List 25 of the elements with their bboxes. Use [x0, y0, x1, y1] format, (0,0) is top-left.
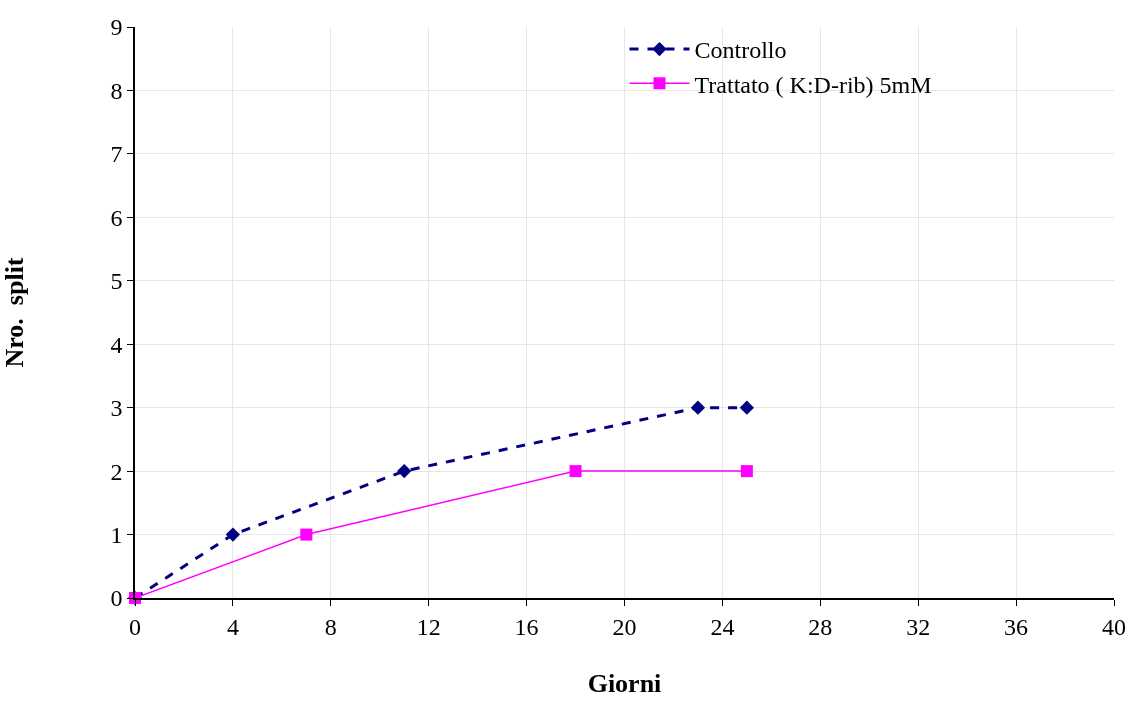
x-tick-label: 28 — [808, 613, 833, 640]
y-tick-label: 0 — [110, 585, 123, 612]
x-tick-label: 0 — [129, 613, 141, 640]
y-tick-label: 6 — [110, 204, 123, 231]
legend-label: Controllo — [694, 37, 787, 64]
y-tick-label: 1 — [110, 521, 123, 548]
y-tick-label: 5 — [110, 268, 123, 295]
y-tick-label: 8 — [110, 77, 123, 104]
y-tick-label: 2 — [110, 458, 123, 485]
y-tick-label: 3 — [110, 395, 123, 422]
x-tick-label: 40 — [1102, 613, 1126, 640]
x-tick-label: 24 — [710, 613, 735, 640]
y-axis-title: Nro. split — [0, 257, 29, 368]
y-tick-label: 4 — [110, 331, 123, 358]
x-tick-label: 20 — [612, 613, 637, 640]
legend-label: Trattato ( K:D-rib) 5mM — [694, 71, 932, 98]
x-tick-label: 4 — [226, 613, 239, 640]
x-axis-title: Giorni — [587, 668, 662, 698]
x-tick-label: 16 — [514, 613, 539, 640]
x-tick-label: 12 — [416, 613, 441, 640]
x-tick-label: 36 — [1004, 613, 1029, 640]
x-tick-label: 32 — [906, 613, 931, 640]
y-tick-label: 7 — [110, 141, 123, 168]
x-tick-label: 8 — [324, 613, 337, 640]
y-tick-label: 9 — [110, 14, 123, 41]
